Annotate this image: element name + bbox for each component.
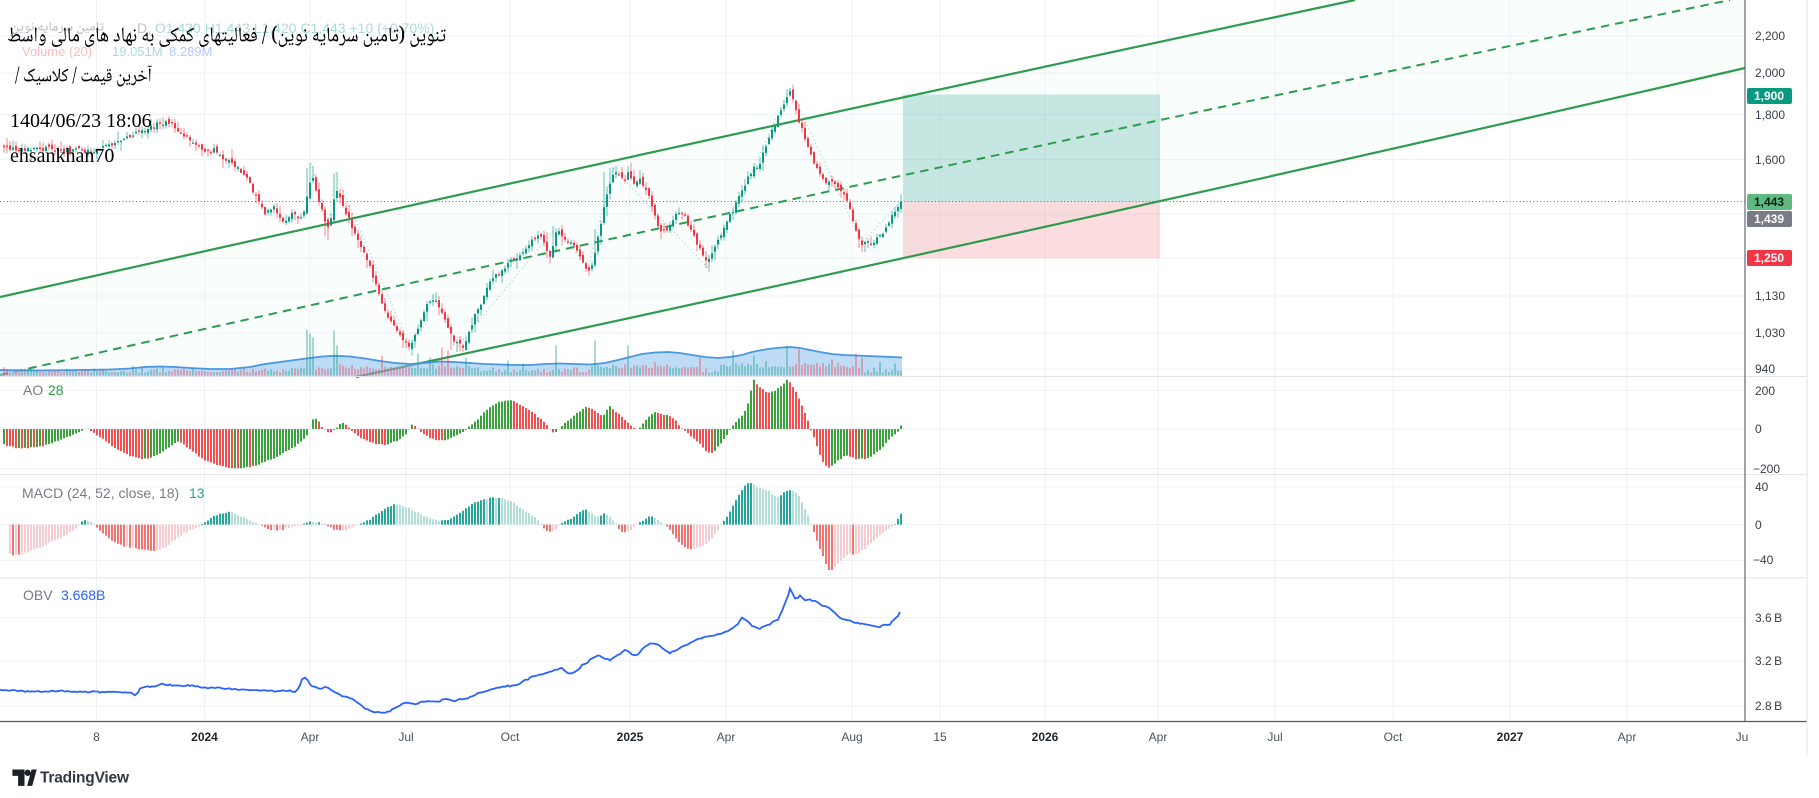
svg-text:13: 13 [189,485,205,501]
svg-text:ehsankhan70: ehsankhan70 [10,145,114,167]
svg-text:AO: AO [23,382,43,398]
svg-text:TradingView: TradingView [40,770,130,787]
svg-text:1404/06/23 18:06: 1404/06/23 18:06 [10,110,152,132]
svg-text:3.668B: 3.668B [61,587,105,603]
svg-text:28: 28 [48,382,64,398]
svg-text:D, O1,430 H1,443 L1,420 C1,443: D, O1,430 H1,443 L1,420 C1,443 +10 (+0.7… [137,20,434,36]
svg-text:MACD (24, 52, close, 18): MACD (24, 52, close, 18) [22,485,179,501]
svg-text:OBV: OBV [23,587,53,603]
